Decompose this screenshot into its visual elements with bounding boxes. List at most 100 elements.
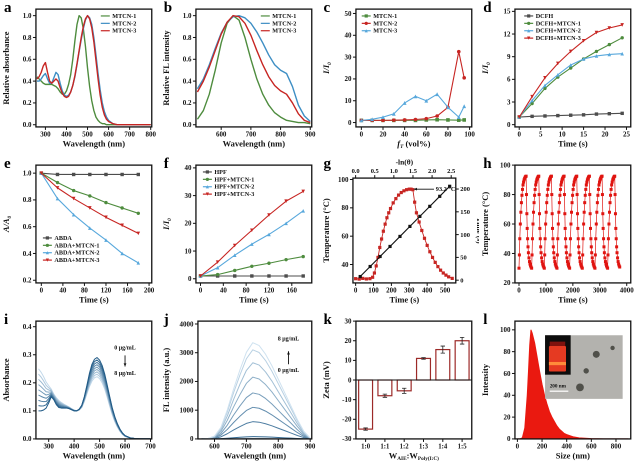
svg-text:40: 40 <box>504 250 511 258</box>
svg-text:160: 160 <box>122 286 133 294</box>
svg-text:20: 20 <box>602 130 609 138</box>
svg-text:0.5: 0.5 <box>370 168 378 175</box>
svg-text:300: 300 <box>404 286 415 294</box>
svg-text:40: 40 <box>220 286 227 294</box>
svg-text:200 nm: 200 nm <box>550 383 567 389</box>
svg-text:8 μg/mL: 8 μg/mL <box>277 337 299 343</box>
panel-letter-j: j <box>163 312 169 328</box>
svg-text:30: 30 <box>344 53 351 61</box>
svg-text:MTCN-3: MTCN-3 <box>112 28 136 35</box>
svg-text:80: 80 <box>341 204 348 212</box>
svg-text:120: 120 <box>101 286 112 294</box>
svg-text:80: 80 <box>242 286 249 294</box>
svg-text:40: 40 <box>341 261 348 269</box>
svg-text:0.4: 0.4 <box>23 250 32 258</box>
svg-text:0: 0 <box>507 121 511 129</box>
svg-text:160: 160 <box>286 286 297 294</box>
svg-text:50: 50 <box>344 10 351 18</box>
svg-text:MTCN-1: MTCN-1 <box>112 13 136 20</box>
svg-text:Intensity: Intensity <box>480 363 490 396</box>
svg-text:Time (s): Time (s) <box>558 294 588 304</box>
svg-text:1:0: 1:0 <box>361 443 371 450</box>
svg-text:0.8: 0.8 <box>23 34 32 42</box>
svg-text:Wavelength (nm): Wavelength (nm) <box>223 450 286 460</box>
svg-text:40: 40 <box>59 286 66 294</box>
svg-text:0.6: 0.6 <box>182 56 191 64</box>
panel-c: c 0 20 40 60 80 100 0 10 20 30 40 50 fT (vol%) I/I0 MT… <box>320 0 480 156</box>
svg-text:Time (s): Time (s) <box>558 138 588 148</box>
svg-text:0.4: 0.4 <box>23 77 32 85</box>
panel-g: g 0 100 200 300 400 500 40 60 80 100 0.0 0.5 1.0 1.5 2… <box>320 156 479 312</box>
svg-text:40: 40 <box>184 164 191 172</box>
svg-text:800: 800 <box>611 442 622 450</box>
panel-letter-h: h <box>483 156 492 172</box>
svg-text:0.2: 0.2 <box>23 277 32 285</box>
svg-text:-30: -30 <box>342 435 352 443</box>
svg-text:600: 600 <box>103 130 114 138</box>
panel-e: e 0 40 80 120 160 200 0.2 0.4 0.6 0.8 1.0 Time (s) A… <box>0 156 160 312</box>
svg-text:ABDA+MTCN-2: ABDA+MTCN-2 <box>54 250 99 257</box>
svg-text:700: 700 <box>245 130 256 138</box>
svg-text:800: 800 <box>273 442 284 450</box>
svg-text:700: 700 <box>241 442 252 450</box>
svg-text:100: 100 <box>368 286 379 294</box>
svg-text:600: 600 <box>209 442 220 450</box>
svg-text:200: 200 <box>537 442 548 450</box>
svg-text:Temperature (°C): Temperature (°C) <box>320 198 330 262</box>
svg-text:HPF+MTCN-1: HPF+MTCN-1 <box>214 176 254 183</box>
svg-text:I/I0: I/I0 <box>161 218 173 231</box>
panel-letter-a: a <box>4 0 12 16</box>
panel-letter-l: l <box>483 312 488 328</box>
svg-text:1.0: 1.0 <box>23 12 32 20</box>
chart-zeta-bars: 1:0 1:1 1:2 1:3 1:4 1:5 -30 -20 -10 0 10 20 30 WAIE:W… <box>320 317 472 462</box>
svg-text:0: 0 <box>347 119 351 127</box>
svg-text:0.2: 0.2 <box>23 379 32 387</box>
svg-text:0: 0 <box>359 130 363 138</box>
svg-text:I/I0: I/I0 <box>320 62 332 75</box>
svg-text:500: 500 <box>439 286 450 294</box>
svg-text:400: 400 <box>562 442 573 450</box>
panel-j: j 600 700 800 900 0 1000 2000 3000 4000 Wavelengt… <box>160 312 320 468</box>
svg-text:40: 40 <box>504 392 511 400</box>
svg-text:Wavelength (nm): Wavelength (nm) <box>63 138 126 148</box>
svg-text:0 μg/mL: 0 μg/mL <box>114 346 136 352</box>
panel-d: d 0 5 10 15 20 25 0 3 6 9 12 15 Time (s) I/I0 DCFH DCFH… <box>479 0 639 156</box>
svg-text:0: 0 <box>460 277 463 284</box>
svg-text:20: 20 <box>344 75 351 83</box>
svg-text:0.8: 0.8 <box>182 34 191 42</box>
svg-text:100: 100 <box>460 232 470 239</box>
svg-text:20: 20 <box>504 279 511 287</box>
panel-k: k 1:0 1:1 1:2 1:3 1:4 1:5 -30 -20 -10 0 10 20 30 WAIE… <box>320 312 480 468</box>
svg-text:300: 300 <box>40 130 51 138</box>
svg-text:12: 12 <box>504 30 511 38</box>
svg-text:30: 30 <box>184 192 191 200</box>
svg-text:15: 15 <box>504 8 511 16</box>
svg-text:0.0: 0.0 <box>23 121 32 129</box>
svg-text:3000: 3000 <box>593 286 607 294</box>
svg-text:0: 0 <box>199 286 203 294</box>
panel-letter-d: d <box>483 0 492 16</box>
svg-text:DCFH+MTCN-3: DCFH+MTCN-3 <box>536 35 581 42</box>
svg-text:1000: 1000 <box>539 286 553 294</box>
svg-text:DCFH+MTCN-1: DCFH+MTCN-1 <box>536 20 581 27</box>
panel-letter-i: i <box>4 312 9 328</box>
svg-text:100: 100 <box>338 176 349 184</box>
svg-text:25: 25 <box>623 130 630 138</box>
chart-absorbance-spectra: 300 400 500 600 700 800 0.0 0.2 0.4 0.6 0.8 1.0 Wave… <box>1 8 156 148</box>
svg-text:0.0: 0.0 <box>351 168 359 175</box>
svg-text:1:2: 1:2 <box>399 443 409 450</box>
svg-text:0: 0 <box>347 376 351 384</box>
svg-text:80: 80 <box>444 130 451 138</box>
svg-text:0.6: 0.6 <box>23 56 32 64</box>
chart-abda-kinetics: 0 40 80 120 160 200 0.2 0.4 0.6 0.8 1.0 Time (s) A/A… <box>1 164 155 304</box>
svg-text:Time (s): Time (s) <box>389 294 419 304</box>
svg-text:-10: -10 <box>342 396 352 404</box>
svg-text:800: 800 <box>145 130 156 138</box>
chart-water-fraction: 0 20 40 60 80 100 0 10 20 30 40 50 fT (vol%) I/I0 MTCN… <box>320 8 475 150</box>
panel-letter-g: g <box>323 156 332 172</box>
svg-text:0.4: 0.4 <box>182 77 191 85</box>
svg-text:MTCN-2: MTCN-2 <box>272 20 296 27</box>
